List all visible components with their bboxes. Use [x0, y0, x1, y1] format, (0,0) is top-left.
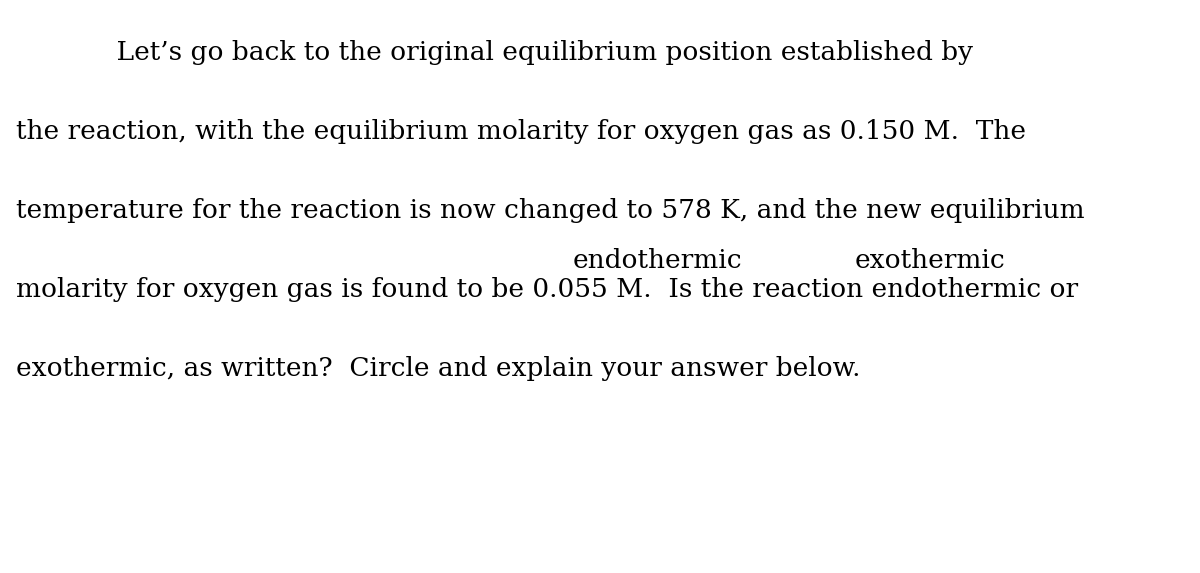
Text: Let’s go back to the original equilibrium position established by: Let’s go back to the original equilibriu… [16, 40, 973, 65]
Text: molarity for oxygen gas is found to be 0.055 M.  Is the reaction endothermic or: molarity for oxygen gas is found to be 0… [16, 277, 1078, 303]
Text: the reaction, with the equilibrium molarity for oxygen gas as 0.150 M.  The: the reaction, with the equilibrium molar… [16, 119, 1026, 144]
Text: exothermic, as written?  Circle and explain your answer below.: exothermic, as written? Circle and expla… [16, 356, 860, 382]
Text: temperature for the reaction is now changed to 578 K, and the new equilibrium: temperature for the reaction is now chan… [16, 198, 1085, 223]
Text: exothermic: exothermic [854, 248, 1006, 273]
Text: endothermic: endothermic [572, 248, 743, 273]
